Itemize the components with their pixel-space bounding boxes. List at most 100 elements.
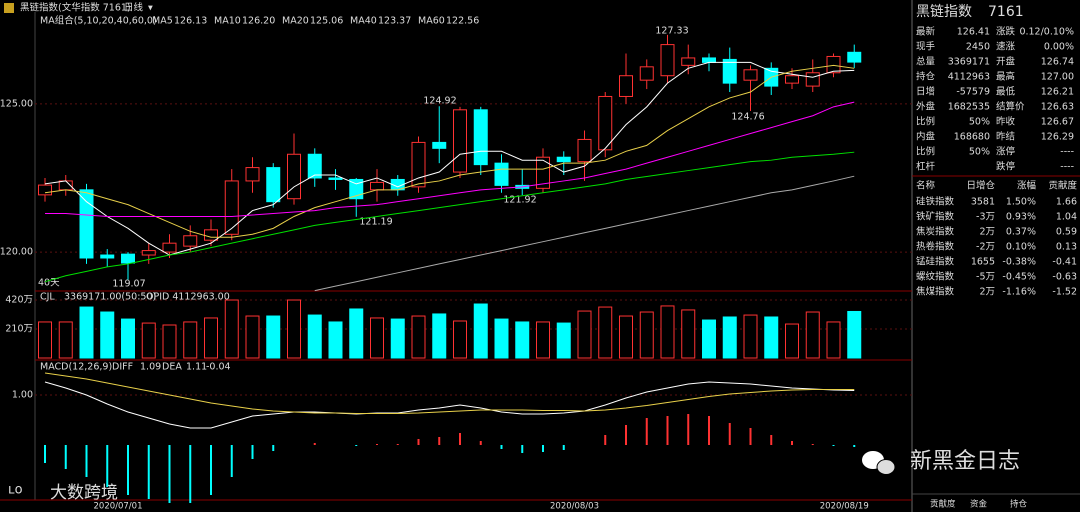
volume-bar: [743, 314, 758, 359]
quote-label: 持仓: [916, 71, 936, 83]
period-select[interactable]: 日线: [124, 2, 144, 14]
candle-body: [204, 229, 218, 241]
quote-label: 总量: [916, 56, 936, 68]
volume-bar: [100, 311, 115, 359]
candle-body: [847, 51, 862, 63]
volume-bar: [598, 306, 613, 359]
legend-name: MA5: [152, 16, 173, 27]
volume-bar: [536, 321, 550, 359]
volume-bar: [515, 321, 530, 359]
macd-bar: [189, 445, 192, 503]
macd-bar: [708, 416, 710, 445]
dropdown-arrow: ▾: [148, 3, 153, 14]
macd-bar: [521, 445, 524, 453]
table-cell: 1.04: [1056, 212, 1077, 223]
quote-label: 涨停: [996, 146, 1016, 158]
table-cell: -0.41: [1052, 257, 1077, 268]
quote-label: 比例: [916, 116, 935, 128]
candle-body: [307, 153, 322, 179]
quote-title: 黑链指数: [916, 4, 972, 20]
quote-label: 最高: [996, 71, 1015, 83]
macd-bar: [811, 444, 814, 445]
volume-info: 3369171.00(50:50): [64, 292, 156, 303]
table-header: 贡献度: [1048, 180, 1077, 192]
candle-body: [722, 58, 737, 84]
volume-bar: [307, 314, 322, 359]
volume-bar: [411, 315, 426, 359]
ma-line: [45, 101, 855, 217]
x-tick-label: 2020/07/01: [94, 502, 143, 512]
table-cell: 螺纹指数: [916, 271, 955, 283]
ma-line: [44, 151, 855, 283]
candle-body: [556, 156, 571, 163]
macd-bar: [251, 445, 254, 459]
table-cell: -3万: [976, 212, 995, 223]
macd-bar: [500, 445, 503, 449]
table-cell: 0.93%: [1006, 212, 1036, 223]
macd-bar: [832, 445, 835, 446]
macd-bar: [666, 416, 669, 445]
macd-bar: [479, 441, 482, 445]
table-cell: 焦炭指数: [916, 226, 955, 238]
macd-bar: [168, 445, 171, 503]
volume-bar: [266, 315, 281, 359]
table-cell: 0.10%: [1006, 242, 1036, 253]
table-header: 涨幅: [1017, 180, 1037, 192]
macd-bar: [853, 445, 856, 447]
tab[interactable]: 资金: [970, 499, 988, 510]
quote-label: 比例: [916, 146, 935, 158]
tab[interactable]: 持仓: [1010, 499, 1028, 510]
volume-bar: [245, 315, 260, 359]
candle-body: [245, 167, 260, 182]
quote-value: 126.41: [957, 27, 990, 38]
low-annotation: 119.07: [112, 279, 145, 290]
macd-bar: [770, 435, 773, 445]
ma-line: [314, 175, 855, 292]
table-header: 名称: [916, 180, 936, 192]
watermark-logo: ʟᴏ: [8, 483, 23, 498]
macd-bar: [210, 445, 212, 495]
quote-value: 0.12/0.10%: [1019, 27, 1074, 38]
table-cell: -1.52: [1052, 287, 1077, 298]
macd-bar: [749, 428, 752, 445]
quote-value: ----: [1060, 162, 1074, 173]
diff-line: [44, 381, 855, 429]
legend-value: 126.20: [242, 16, 275, 27]
macd-bar: [728, 423, 731, 445]
macd-bar: [396, 444, 399, 445]
macd-bar: [791, 441, 793, 445]
macd-bar: [542, 445, 544, 452]
volume-bar: [390, 318, 405, 359]
tab[interactable]: 贡献度: [930, 499, 956, 510]
volume-bar: [370, 317, 384, 359]
legend-name: MA40: [350, 16, 377, 27]
volume-bar: [432, 313, 447, 359]
quote-label: 外盘: [916, 101, 936, 113]
table-cell: 硅铁指数: [916, 196, 955, 208]
low-annotation: 121.92: [503, 195, 536, 206]
quote-value: 127.00: [1041, 72, 1074, 83]
table-cell: 锰硅指数: [916, 256, 955, 268]
quote-label: 最低: [996, 86, 1016, 98]
table-cell: 1.66: [1056, 197, 1077, 208]
candle-body: [453, 109, 467, 173]
macd-bar: [313, 443, 316, 445]
ma-line: [44, 61, 855, 256]
wechat-icon: [862, 451, 896, 475]
watermark: 大数跨境: [50, 483, 118, 503]
watermark: 新黑金日志: [910, 449, 1020, 474]
open-interest: OPID 4112963.00: [146, 292, 230, 303]
table-cell: -1.16%: [1002, 287, 1036, 298]
quote-label: 昨收: [996, 116, 1016, 128]
ma-line: [44, 64, 855, 238]
candle-body: [639, 66, 654, 81]
quote-value: 126.74: [1041, 57, 1074, 68]
volume-bar: [328, 321, 343, 359]
dea-name: DEA: [162, 362, 182, 373]
macd-bar: [417, 439, 420, 445]
candle-body: [681, 57, 696, 66]
quote-value: 168680: [954, 132, 990, 143]
volume-bar: [619, 315, 633, 359]
